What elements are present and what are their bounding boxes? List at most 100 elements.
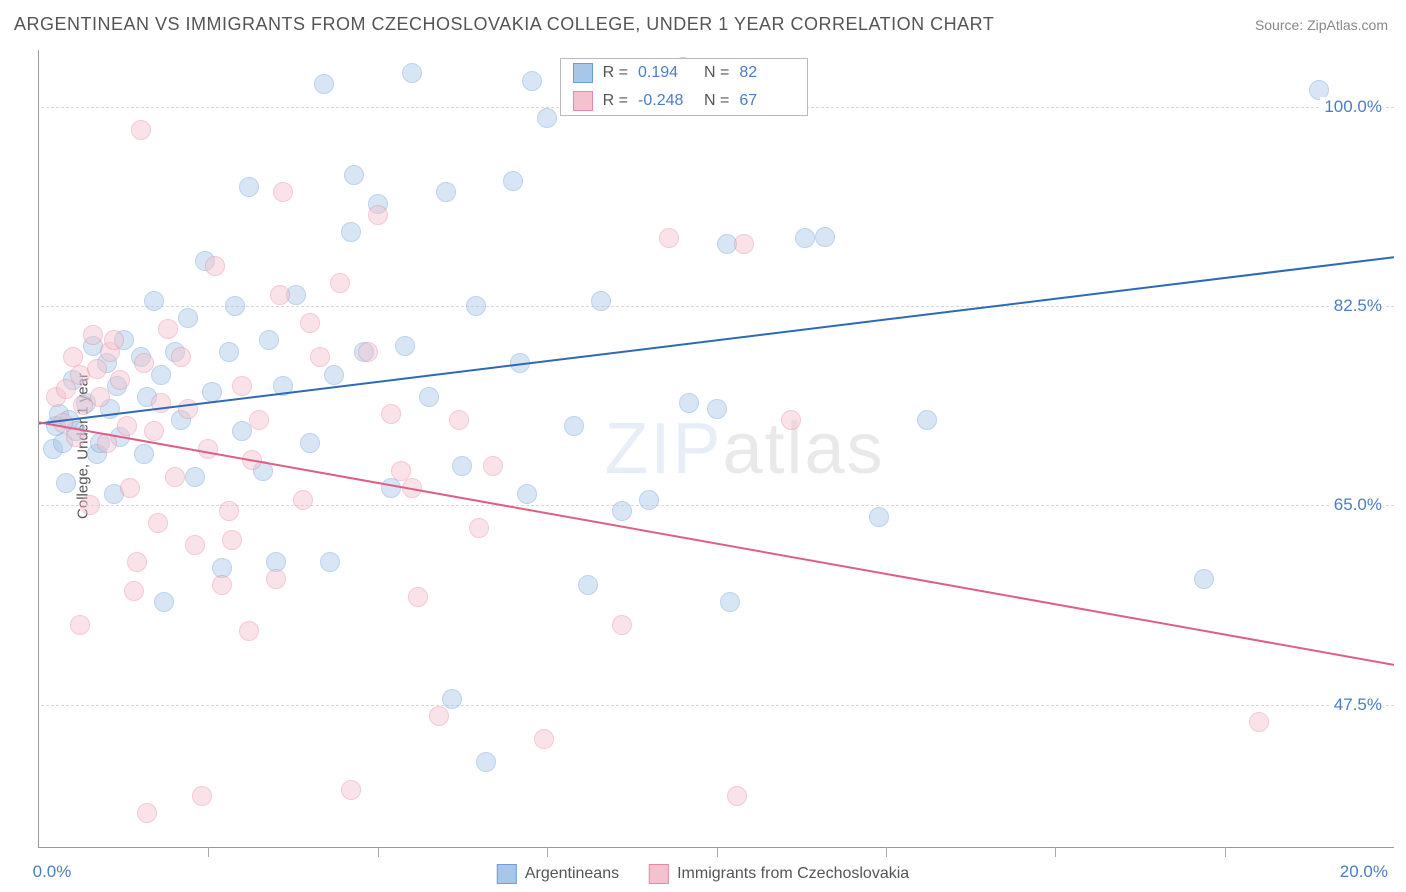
- data-point: [537, 108, 557, 128]
- data-point: [293, 490, 313, 510]
- data-point: [87, 359, 107, 379]
- source-link[interactable]: ZipAtlas.com: [1307, 17, 1388, 33]
- data-point: [144, 291, 164, 311]
- data-point: [408, 587, 428, 607]
- stats-row: R =0.194N =82: [561, 59, 808, 87]
- data-point: [178, 308, 198, 328]
- data-point: [869, 507, 889, 527]
- n-label: N =: [704, 92, 729, 110]
- data-point: [212, 575, 232, 595]
- data-point: [151, 393, 171, 413]
- data-point: [97, 433, 117, 453]
- data-point: [273, 376, 293, 396]
- stats-swatch: [573, 63, 593, 83]
- data-point: [612, 501, 632, 521]
- data-point: [70, 615, 90, 635]
- legend-label-0: Argentineans: [525, 865, 619, 883]
- data-point: [522, 71, 542, 91]
- data-point: [192, 786, 212, 806]
- data-point: [80, 495, 100, 515]
- data-point: [402, 63, 422, 83]
- data-point: [127, 552, 147, 572]
- data-point: [734, 234, 754, 254]
- data-point: [503, 171, 523, 191]
- legend-swatch-1: [649, 864, 669, 884]
- data-point: [1194, 569, 1214, 589]
- watermark: ZIPatlas: [604, 408, 884, 490]
- data-point: [483, 456, 503, 476]
- data-point: [815, 227, 835, 247]
- data-point: [639, 490, 659, 510]
- x-tick: [1055, 847, 1056, 857]
- data-point: [171, 347, 191, 367]
- data-point: [341, 780, 361, 800]
- data-point: [469, 518, 489, 538]
- data-point: [300, 433, 320, 453]
- data-point: [270, 285, 290, 305]
- data-point: [381, 404, 401, 424]
- stats-swatch: [573, 91, 593, 111]
- data-point: [368, 205, 388, 225]
- data-point: [720, 592, 740, 612]
- data-point: [344, 165, 364, 185]
- data-point: [249, 410, 269, 430]
- plot-area: ZIPatlas: [39, 50, 1394, 847]
- gridline: [41, 705, 1394, 706]
- data-point: [310, 347, 330, 367]
- data-point: [232, 376, 252, 396]
- data-point: [314, 74, 334, 94]
- stats-row: R =-0.248N =67: [561, 87, 808, 115]
- r-label: R =: [603, 92, 628, 110]
- data-point: [917, 410, 937, 430]
- r-value: -0.248: [638, 92, 694, 110]
- data-point: [510, 353, 530, 373]
- data-point: [578, 575, 598, 595]
- data-point: [781, 410, 801, 430]
- legend-item-series-0: Argentineans: [497, 864, 619, 884]
- data-point: [90, 387, 110, 407]
- r-label: R =: [603, 64, 628, 82]
- data-point: [727, 786, 747, 806]
- data-point: [466, 296, 486, 316]
- data-point: [612, 615, 632, 635]
- x-tick-max: 20.0%: [1340, 862, 1388, 882]
- data-point: [104, 330, 124, 350]
- data-point: [134, 353, 154, 373]
- trend-lines: [39, 50, 1394, 847]
- data-point: [205, 256, 225, 276]
- data-point: [134, 444, 154, 464]
- data-point: [120, 478, 140, 498]
- data-point: [341, 222, 361, 242]
- y-tick-label: 65.0%: [1330, 495, 1386, 515]
- data-point: [185, 467, 205, 487]
- data-point: [452, 456, 472, 476]
- data-point: [564, 416, 584, 436]
- data-point: [320, 552, 340, 572]
- data-point: [165, 467, 185, 487]
- data-point: [442, 689, 462, 709]
- data-point: [185, 535, 205, 555]
- data-point: [395, 336, 415, 356]
- data-point: [273, 182, 293, 202]
- data-point: [402, 478, 422, 498]
- data-point: [266, 569, 286, 589]
- data-point: [178, 399, 198, 419]
- data-point: [419, 387, 439, 407]
- data-point: [429, 706, 449, 726]
- data-point: [151, 365, 171, 385]
- data-point: [148, 513, 168, 533]
- legend-label-1: Immigrants from Czechoslovakia: [677, 865, 909, 883]
- data-point: [239, 177, 259, 197]
- data-point: [219, 342, 239, 362]
- data-point: [795, 228, 815, 248]
- data-point: [225, 296, 245, 316]
- data-point: [591, 291, 611, 311]
- legend-item-series-1: Immigrants from Czechoslovakia: [649, 864, 909, 884]
- watermark-zip: ZIP: [604, 409, 722, 489]
- data-point: [239, 621, 259, 641]
- data-point: [124, 581, 144, 601]
- data-point: [219, 501, 239, 521]
- n-value: 82: [739, 64, 795, 82]
- x-tick: [1225, 847, 1226, 857]
- data-point: [324, 365, 344, 385]
